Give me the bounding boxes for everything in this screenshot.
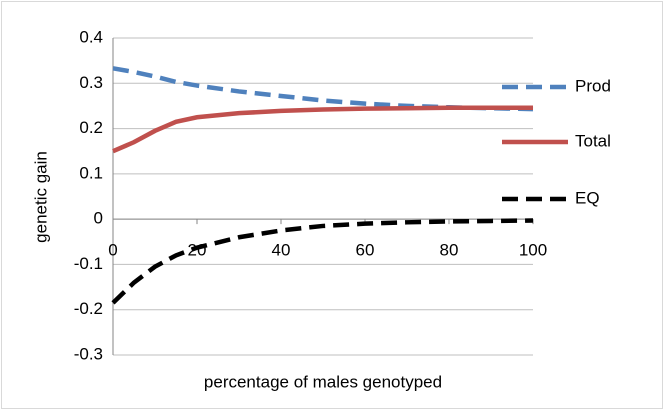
x-tick-label: 80 — [440, 241, 459, 260]
x-tick-label: 20 — [188, 241, 207, 260]
legend-label: Total — [575, 131, 611, 150]
x-tick-label: 100 — [519, 241, 547, 260]
y-tick-label: -0.1 — [74, 254, 103, 273]
x-tick-label: 0 — [108, 241, 117, 260]
y-tick-label: 0.2 — [79, 118, 103, 137]
x-tick-label: 60 — [356, 241, 375, 260]
y-tick-label: -0.3 — [74, 344, 103, 363]
y-tick-label: 0.3 — [79, 73, 103, 92]
y-tick-label: 0 — [94, 209, 103, 228]
x-axis-title: percentage of males genotyped — [204, 372, 442, 391]
y-tick-label: 0.4 — [79, 27, 103, 46]
y-tick-label: -0.2 — [74, 299, 103, 318]
x-tick-label: 40 — [272, 241, 291, 260]
legend-label: EQ — [575, 188, 600, 207]
series-line — [112, 105, 533, 154]
y-axis-title: genetic gain — [31, 151, 50, 243]
legend-label: Prod — [575, 76, 611, 95]
y-tick-label: 0.1 — [79, 163, 103, 182]
series-line — [111, 218, 534, 305]
